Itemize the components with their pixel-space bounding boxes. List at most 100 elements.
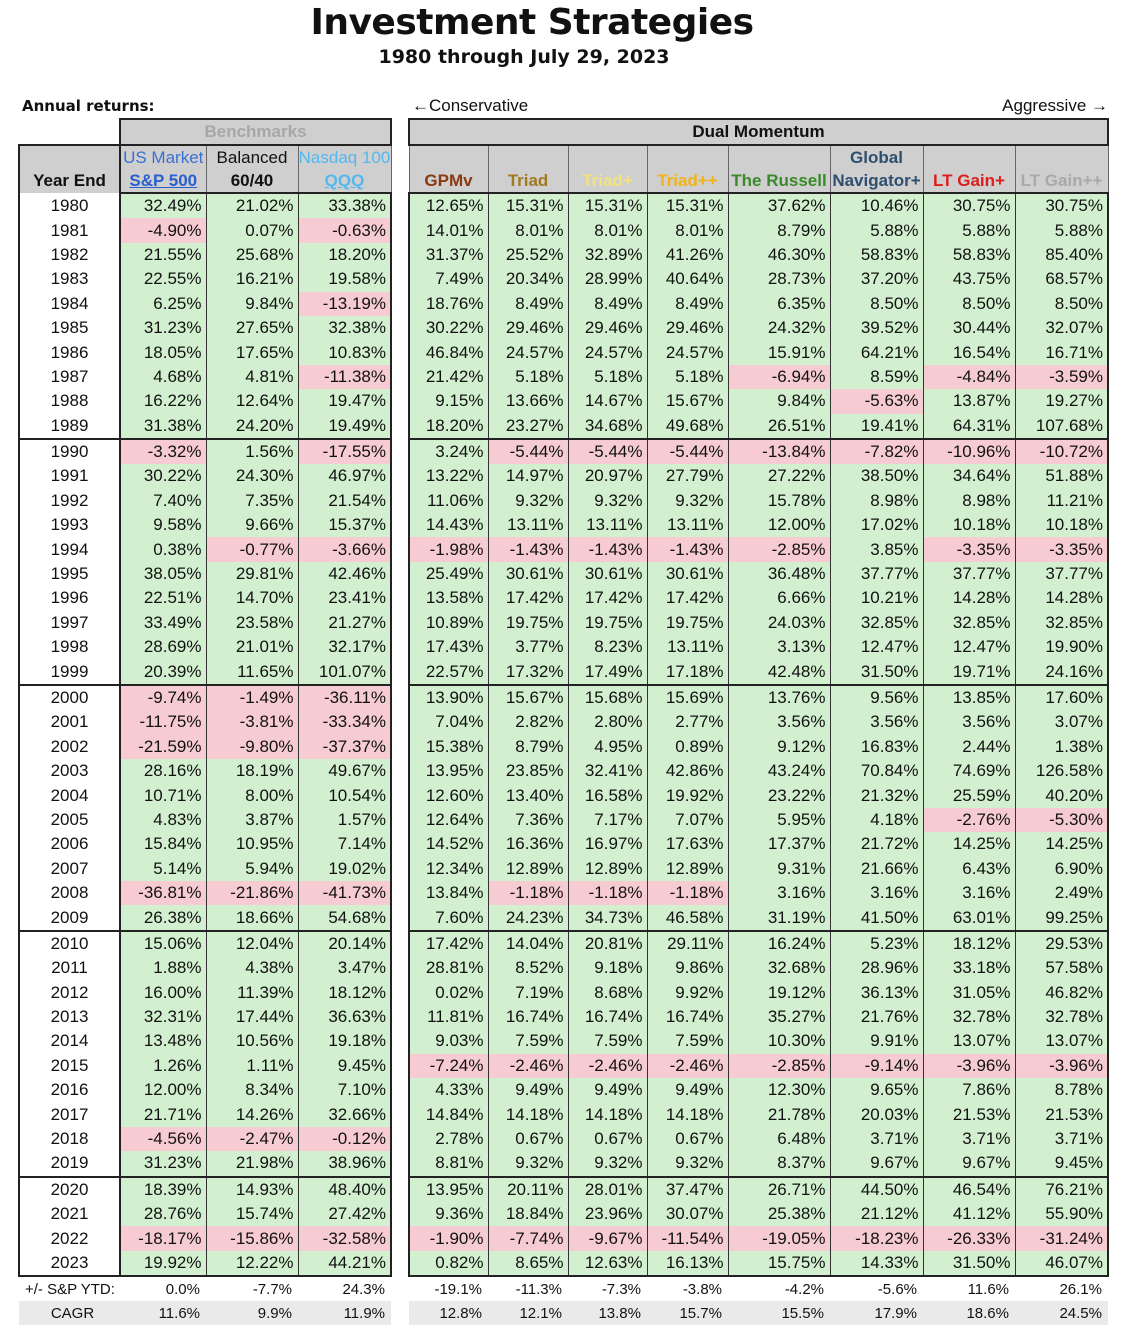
table-row: 2018 -4.56% -2.47% -0.12% 2.78% 0.67% 0.67% 0.6…: [18, 1126, 1109, 1152]
return-cell: 14.97%: [487, 464, 569, 489]
return-cell: 9.86%: [646, 956, 729, 981]
return-cell: -31.24%: [1014, 1226, 1109, 1251]
return-cell: 23.41%: [297, 586, 392, 611]
table-row: 2011 1.88% 4.38% 3.47% 28.81% 8.52% 9.18% 9.86%…: [18, 956, 1109, 981]
footer-value: 9.9%: [206, 1301, 298, 1326]
return-cell: 14.93%: [205, 1176, 299, 1203]
return-cell: 3.71%: [1014, 1126, 1109, 1152]
return-cell: 16.74%: [487, 1004, 569, 1030]
return-cell: 64.31%: [922, 413, 1016, 440]
return-cell: 107.68%: [1014, 413, 1109, 440]
footer-value: 26.1%: [1059, 1280, 1102, 1298]
return-cell: 11.21%: [1014, 488, 1109, 514]
return-cell: 32.07%: [1014, 315, 1109, 341]
return-cell: 15.31%: [567, 193, 648, 219]
return-cell: -11.54%: [646, 1226, 729, 1251]
return-cell: 16.83%: [829, 734, 924, 759]
return-cell: 3.07%: [1014, 710, 1109, 735]
return-cell: 3.87%: [205, 807, 299, 833]
return-cell: 21.66%: [829, 856, 924, 881]
return-cell: 15.38%: [408, 734, 489, 759]
return-cell: 16.36%: [487, 832, 569, 857]
return-cell: -2.85%: [727, 1053, 831, 1079]
return-cell: 40.20%: [1014, 783, 1109, 808]
return-cell: -1.49%: [205, 684, 299, 711]
return-cell: 8.01%: [646, 218, 729, 243]
return-cell: 14.67%: [567, 389, 648, 414]
return-cell: 5.18%: [646, 364, 729, 390]
return-cell: 35.27%: [727, 1004, 831, 1030]
return-cell: 12.89%: [487, 856, 569, 881]
table-row: 1981 -4.90% 0.07% -0.63% 14.01% 8.01% 8.01% 8.0…: [18, 218, 1109, 243]
return-cell: -37.37%: [297, 734, 392, 759]
return-cell: 13.85%: [922, 684, 1016, 711]
return-cell: 32.85%: [829, 610, 924, 636]
header-bottom-row: S&P 500 60/40 QQQ GPMv Triad Triad+ Triad++ The…: [19, 169, 1109, 194]
return-cell: 10.56%: [205, 1029, 299, 1054]
return-cell: 24.20%: [205, 413, 299, 440]
return-cell: 34.68%: [567, 413, 648, 440]
page-subtitle: 1980 through July 29, 2023: [378, 46, 670, 68]
return-cell: 38.05%: [119, 561, 207, 587]
return-cell: 32.85%: [1014, 610, 1109, 636]
table-row: 2009 26.38% 18.66% 54.68% 7.60% 24.23% 34.73% 4…: [18, 905, 1109, 932]
return-cell: 9.32%: [487, 1151, 569, 1178]
return-cell: 15.69%: [646, 684, 729, 711]
return-cell: -3.59%: [1014, 364, 1109, 390]
return-cell: 9.12%: [727, 734, 831, 759]
return-cell: 4.95%: [567, 734, 648, 759]
return-cell: 23.85%: [487, 758, 569, 784]
return-cell: -3.35%: [922, 537, 1016, 562]
return-cell: -3.66%: [297, 537, 392, 562]
return-cell: 23.96%: [567, 1202, 648, 1227]
return-cell: 7.59%: [646, 1029, 729, 1054]
table-row: 1998 28.69% 21.01% 32.17% 17.43% 3.77% 8.23% 13…: [18, 635, 1109, 660]
return-cell: 19.75%: [646, 610, 729, 636]
return-cell: -1.43%: [646, 537, 729, 562]
return-cell: 8.49%: [646, 291, 729, 316]
return-cell: 2.77%: [646, 710, 729, 735]
return-cell: -36.11%: [297, 684, 392, 711]
return-cell: -32.58%: [297, 1226, 392, 1251]
return-cell: 12.30%: [727, 1078, 831, 1103]
return-cell: 40.64%: [646, 267, 729, 292]
return-cell: -3.81%: [205, 710, 299, 735]
return-cell: 3.56%: [829, 710, 924, 735]
year-cell: 2010: [18, 930, 121, 957]
return-cell: 25.38%: [727, 1202, 831, 1227]
return-cell: 54.68%: [297, 905, 392, 932]
return-cell: 4.38%: [205, 956, 299, 981]
return-cell: 13.11%: [646, 513, 729, 538]
table-row: 2002 -21.59% -9.80% -37.37% 15.38% 8.79% 4.95%…: [18, 734, 1109, 759]
return-cell: 29.81%: [205, 561, 299, 587]
return-cell: 1.11%: [205, 1053, 299, 1079]
return-cell: 14.18%: [487, 1102, 569, 1127]
return-cell: 21.53%: [1014, 1102, 1109, 1127]
dual-momentum-group-header: Dual Momentum: [408, 118, 1109, 146]
return-cell: 21.72%: [829, 832, 924, 857]
column-header: Navigator+: [829, 169, 924, 194]
table-row: 2006 15.84% 10.95% 7.14% 14.52% 16.36% 16.97% 1…: [18, 832, 1109, 857]
return-cell: 3.13%: [727, 635, 831, 660]
return-cell: 14.70%: [205, 586, 299, 611]
footer-value: 15.5%: [728, 1301, 830, 1326]
return-cell: 27.79%: [646, 464, 729, 489]
return-cell: 19.58%: [297, 267, 392, 292]
return-cell: -5.63%: [829, 389, 924, 414]
return-cell: 9.84%: [205, 291, 299, 316]
return-cell: 13.40%: [487, 783, 569, 808]
return-cell: 7.14%: [297, 832, 392, 857]
return-cell: 0.67%: [646, 1126, 729, 1152]
return-cell: 76.21%: [1014, 1176, 1109, 1203]
return-cell: 24.57%: [567, 340, 648, 365]
return-cell: 48.40%: [297, 1176, 392, 1203]
return-cell: 8.37%: [727, 1151, 831, 1178]
return-cell: 15.37%: [297, 513, 392, 538]
return-cell: 9.49%: [646, 1078, 729, 1103]
footer-value: 11.6%: [967, 1280, 1009, 1298]
aggressive-label: Aggressive →: [1002, 96, 1108, 115]
return-cell: 17.44%: [205, 1004, 299, 1030]
return-cell: 16.24%: [727, 930, 831, 957]
return-cell: 10.95%: [205, 832, 299, 857]
return-cell: 0.89%: [646, 734, 729, 759]
